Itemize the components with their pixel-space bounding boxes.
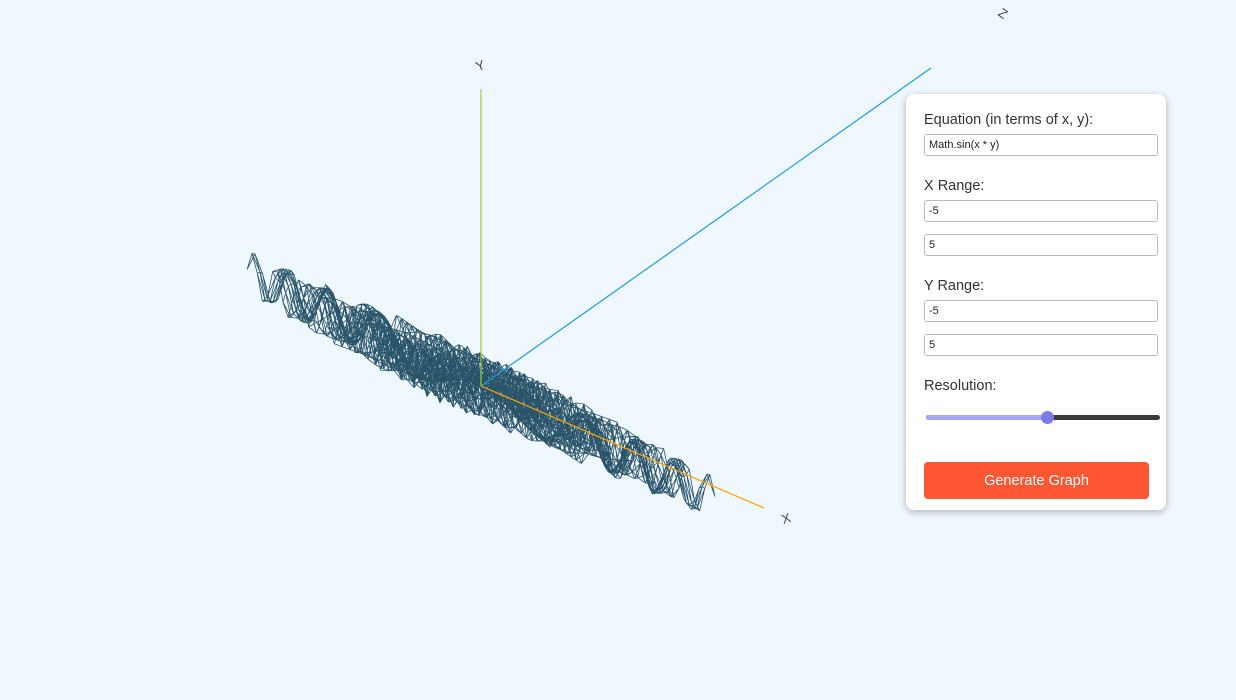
y-axis-label: Y <box>474 57 488 74</box>
wireframe-lines <box>246 253 716 512</box>
slider-fill <box>926 415 1048 420</box>
x-axis-label: X <box>780 510 793 527</box>
slider-thumb[interactable] <box>1041 411 1055 424</box>
y-max-input[interactable] <box>924 334 1158 356</box>
y-range-label: Y Range: <box>924 278 985 294</box>
y-min-input[interactable] <box>924 300 1158 322</box>
x-min-input[interactable] <box>924 200 1158 222</box>
resolution-slider[interactable] <box>924 410 1162 426</box>
controls-panel: Equation (in terms of x, y): X Range: Y … <box>906 94 1166 510</box>
x-axis <box>480 385 765 509</box>
generate-graph-button[interactable]: Generate Graph <box>924 462 1149 499</box>
z-axis <box>480 67 932 387</box>
equation-input[interactable] <box>924 134 1158 156</box>
x-range-label: X Range: <box>924 178 985 194</box>
z-axis-label: Z <box>995 5 1010 22</box>
x-max-input[interactable] <box>924 234 1158 256</box>
equation-label: Equation (in terms of x, y): <box>924 112 1094 128</box>
resolution-label: Resolution: <box>924 378 997 394</box>
surface-wireframe <box>246 253 716 512</box>
